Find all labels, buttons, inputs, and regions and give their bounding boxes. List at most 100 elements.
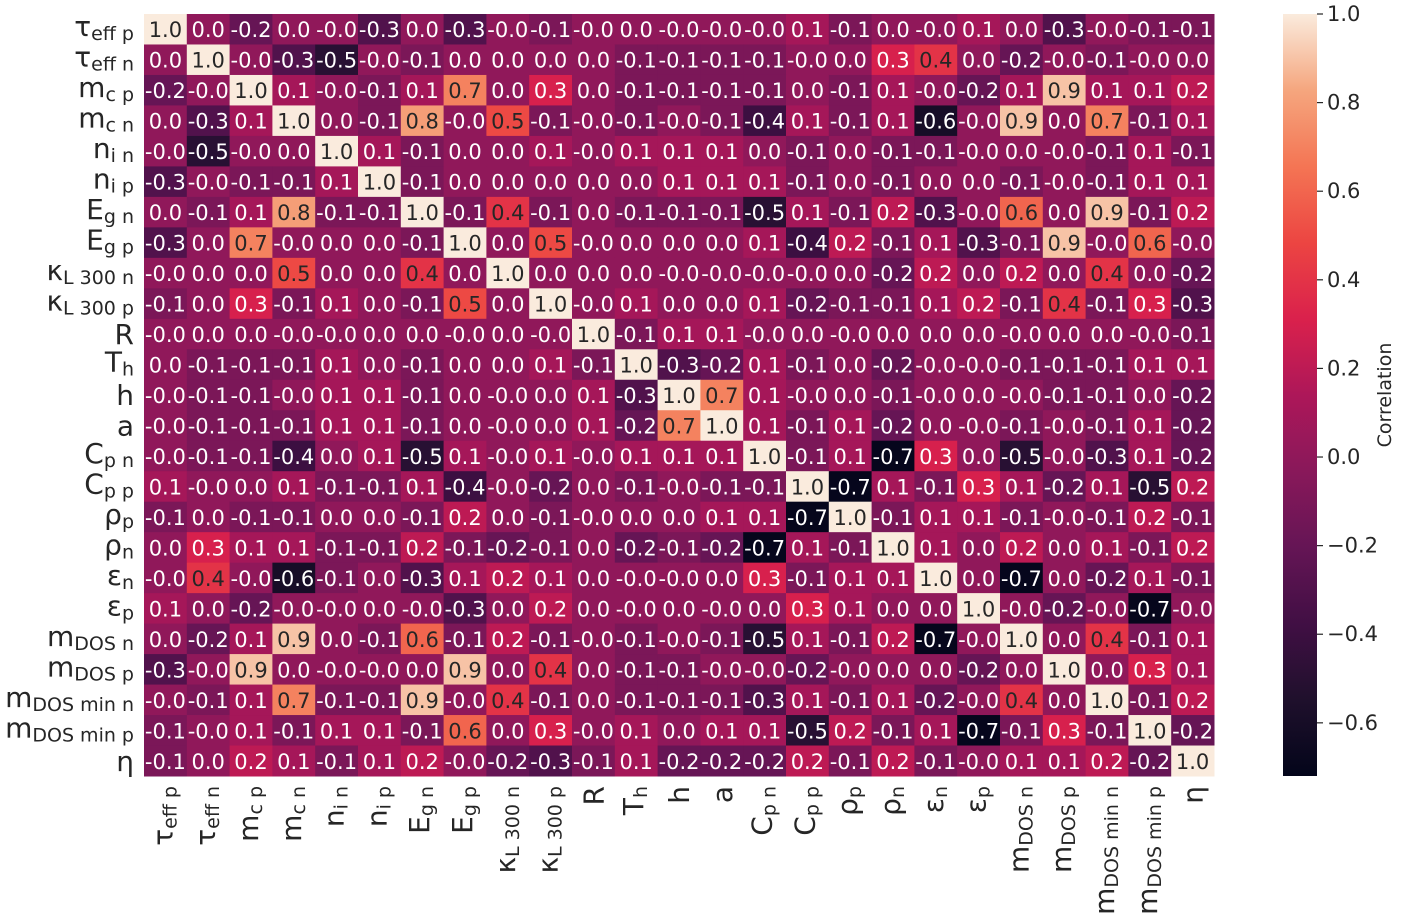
cell-value-label: -0.1	[659, 658, 700, 682]
heatmap-cell	[358, 257, 402, 289]
heatmap-cell	[144, 379, 188, 411]
heatmap-cell	[828, 166, 873, 198]
heatmap-cell	[272, 593, 316, 625]
heatmap-cell	[614, 288, 659, 320]
cell-value-label: 0.1	[1090, 536, 1123, 560]
heatmap-cell	[957, 471, 1001, 503]
heatmap-cell	[614, 14, 659, 45]
cell-value-label: -0.1	[402, 384, 443, 408]
heatmap-cell	[1042, 471, 1087, 503]
colorbar-tick-label: 0.4	[1327, 268, 1360, 292]
heatmap-cell	[572, 593, 616, 625]
heatmap-cell	[657, 593, 701, 625]
heatmap-cell	[1128, 227, 1172, 259]
heatmap-cell	[700, 44, 744, 76]
heatmap-cell	[700, 288, 744, 320]
cell-value-label: 0.0	[619, 262, 652, 286]
heatmap-cell	[614, 196, 659, 228]
heatmap-cell	[914, 684, 958, 716]
heatmap-cell	[529, 227, 573, 259]
heatmap-cell	[486, 105, 530, 137]
cell-value-label: -0.0	[487, 414, 528, 438]
x-tick-label: mDOS min p	[1130, 786, 1166, 915]
y-tick-label: ni p	[93, 162, 134, 198]
y-tick-label: κL 300 p	[46, 284, 134, 320]
cell-value-label: 0.2	[405, 750, 438, 774]
heatmap-cell	[657, 166, 701, 198]
cell-value-label: -0.0	[1001, 323, 1042, 347]
heatmap-cell	[957, 715, 1001, 747]
cell-value-label: 0.1	[320, 354, 353, 378]
cell-value-label: -0.7	[873, 445, 914, 469]
heatmap-cell	[743, 410, 787, 442]
heatmap-cell	[529, 715, 573, 747]
cell-value-label: -0.1	[1129, 201, 1170, 225]
heatmap-cell	[1128, 623, 1172, 655]
cell-value-label: 0.1	[705, 323, 738, 347]
cell-value-label: 0.6	[1133, 232, 1166, 256]
cell-value-label: -0.1	[573, 750, 614, 774]
cell-value-label: 0.1	[277, 475, 310, 499]
cell-value-label: -0.1	[1129, 536, 1170, 560]
cell-value-label: -0.2	[1172, 445, 1213, 469]
colorbar-tick-label: 0.8	[1327, 91, 1360, 115]
cell-value-label: -0.1	[402, 232, 443, 256]
heatmap-cell	[144, 715, 188, 747]
heatmap-cell	[229, 135, 273, 167]
heatmap-cell	[358, 349, 402, 381]
cell-value-label: -0.0	[659, 475, 700, 499]
heatmap-cell	[743, 654, 787, 686]
cell-value-label: 0.1	[791, 110, 824, 134]
y-tick-label: Eg n	[86, 193, 134, 229]
cell-value-label: 0.1	[748, 171, 781, 195]
heatmap-cell	[443, 654, 487, 686]
cell-value-label: -0.0	[145, 140, 186, 164]
cell-value-label: 0.0	[577, 171, 610, 195]
cell-value-label: 0.1	[234, 536, 267, 560]
heatmap-cell	[1085, 410, 1129, 442]
cell-value-label: 0.1	[534, 567, 567, 591]
cell-value-label: 0.1	[1133, 567, 1166, 591]
cell-value-label: 0.1	[234, 628, 267, 652]
heatmap-cell	[743, 440, 787, 472]
cell-value-label: -0.1	[830, 536, 871, 560]
heatmap-cell	[657, 288, 701, 320]
heatmap-cell	[743, 379, 787, 411]
cell-value-label: -0.2	[915, 689, 956, 713]
heatmap-cell	[144, 471, 188, 503]
cell-value-label: 1.0	[1090, 689, 1123, 713]
cell-value-label: 0.1	[534, 354, 567, 378]
heatmap-cell	[1128, 501, 1172, 533]
cell-value-label: -0.0	[445, 750, 486, 774]
heatmap-cell	[914, 166, 958, 198]
heatmap-cell	[1000, 44, 1044, 76]
heatmap-cell	[358, 471, 402, 503]
heatmap-cell	[272, 715, 316, 747]
heatmap-cell	[358, 715, 402, 747]
cell-value-label: -0.1	[359, 475, 400, 499]
cell-value-label: 1.0	[919, 567, 952, 591]
heatmap-cell	[229, 14, 273, 45]
heatmap-cell	[743, 318, 787, 350]
cell-value-label: 0.1	[919, 293, 952, 317]
heatmap-cell	[572, 715, 616, 747]
heatmap-cell	[400, 257, 445, 289]
cell-value-label: -0.0	[316, 18, 357, 42]
heatmap-cell	[186, 379, 231, 411]
cell-value-label: -0.1	[273, 414, 314, 438]
heatmap-cells: 1.0 0.0 -0.2 0.0 -0.0 -0.3 0.0 -0.3 -0.0 -0.1 -0.0…	[144, 14, 1215, 777]
heatmap-cell	[358, 196, 402, 228]
heatmap-cell	[315, 471, 359, 503]
heatmap-cell	[700, 471, 744, 503]
heatmap-cell	[1128, 532, 1172, 564]
cell-value-label: -0.1	[359, 201, 400, 225]
cell-value-label: -0.0	[231, 140, 272, 164]
cell-value-label: 0.0	[962, 384, 995, 408]
heatmap-cell	[529, 14, 573, 45]
cell-value-label: -0.1	[188, 201, 229, 225]
cell-value-label: 1.0	[1176, 750, 1209, 774]
x-tick-label: ni p	[360, 786, 396, 827]
cell-value-label: -0.2	[530, 475, 571, 499]
cell-value-label: 1.0	[277, 110, 310, 134]
cell-value-label: 0.1	[619, 445, 652, 469]
